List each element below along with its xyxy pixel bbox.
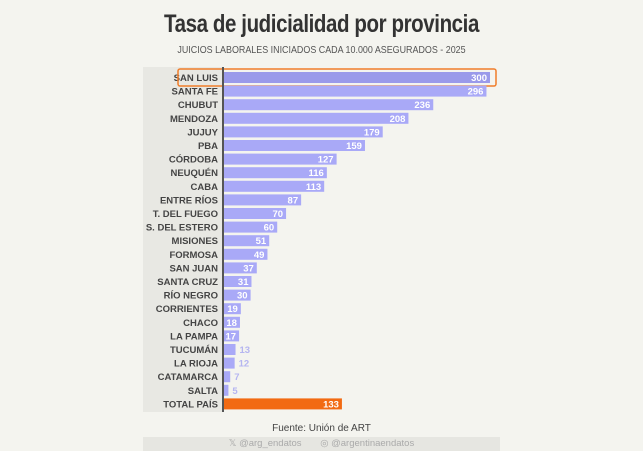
value-label: 19 [227,304,238,315]
category-label: ENTRE RÍOS [160,195,218,206]
category-label: NEUQUÉN [170,168,218,179]
bar [224,371,231,383]
bar [224,235,270,247]
category-label: CABA [191,182,219,193]
value-label: 51 [256,236,267,247]
y-axis-line [222,67,224,412]
value-label: 87 [288,195,299,206]
bar [224,112,409,124]
bar [224,194,302,206]
bar [224,126,383,138]
value-label: 300 [471,73,487,84]
category-label: TUCUMÁN [170,345,218,356]
value-label: 12 [239,359,250,370]
category-label: MENDOZA [170,114,218,125]
category-label: SANTA CRUZ [157,277,218,288]
bar [224,330,240,342]
category-label: FORMOSA [169,250,218,261]
bar [224,72,490,83]
bar [224,221,278,233]
label-column-background [143,67,223,412]
value-label: 179 [364,127,380,138]
category-label: SALTA [188,386,218,397]
chart-subtitle: JUICIOS LABORALES INICIADOS CADA 10.000 … [177,44,466,56]
bar [224,140,365,151]
bar [224,303,241,315]
value-label: 31 [238,277,249,288]
value-label: 37 [243,263,254,274]
bar [224,85,487,97]
category-label: SAN LUIS [174,73,218,84]
bar [224,384,229,396]
bar [224,180,325,192]
bar [224,99,434,111]
category-label: CHACO [183,318,218,329]
value-label: 18 [226,318,237,329]
value-label: 133 [323,399,339,410]
twitter-handle[interactable]: 𝕏 @arg_endatos [228,438,302,449]
category-label: CORRIENTES [156,304,218,315]
bar [224,262,257,274]
value-label: 116 [309,168,324,179]
category-label: PBA [198,141,218,152]
value-label: 5 [232,386,238,397]
bar [224,289,251,301]
category-label: SAN JUAN [169,263,218,274]
category-label: S. DEL ESTERO [146,223,218,234]
value-label: 60 [264,223,275,234]
value-label: 296 [468,87,484,98]
category-label: CATAMARCA [158,372,218,383]
bar [224,398,342,410]
value-label: 13 [240,345,251,356]
value-label: 127 [318,155,334,166]
bar [224,167,327,179]
category-label: RÍO NEGRO [164,291,218,302]
category-label: LA RIOJA [174,359,218,370]
value-label: 208 [390,114,406,125]
bar [224,344,236,355]
value-label: 236 [414,100,430,111]
category-label: CÓRDOBA [169,154,218,166]
value-label: 7 [234,372,239,383]
bar [224,357,235,369]
bar [224,276,252,287]
value-label: 30 [237,291,248,302]
value-label: 159 [346,141,362,152]
category-label: CHUBUT [178,100,218,111]
bar [224,208,287,219]
value-label: 17 [225,331,236,342]
category-label: SANTA FE [172,87,218,98]
bar [224,248,268,260]
bar [224,153,337,165]
footer-bar: 𝕏 @arg_endatos ◎ @argentinaendatos [143,437,500,451]
source-note: Fuente: Unión de ART [272,423,371,434]
category-label: MISIONES [172,236,218,247]
category-label: JUJUY [187,127,218,138]
chart-title: Tasa de judicialidad por provincia [164,10,479,38]
instagram-handle[interactable]: ◎ @argentinaendatos [320,438,415,449]
category-label: TOTAL PAÍS [163,399,218,410]
value-label: 70 [272,209,283,220]
category-label: T. DEL FUEGO [153,209,218,220]
category-label: LA PAMPA [170,331,218,342]
bar [224,316,240,328]
value-label: 49 [254,250,265,261]
value-label: 113 [306,182,321,193]
